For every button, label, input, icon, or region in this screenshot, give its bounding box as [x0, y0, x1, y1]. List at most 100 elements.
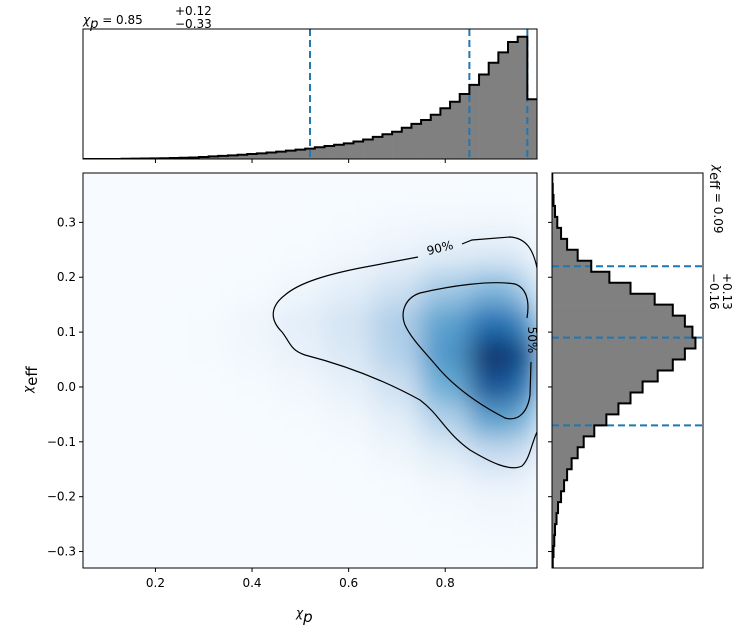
- heat-cell: [324, 271, 374, 306]
- heat-cell: [324, 370, 374, 404]
- heat-cell: [324, 205, 374, 240]
- hist-bar: [266, 152, 277, 159]
- heat-cell: [372, 403, 422, 437]
- heat-cell: [517, 502, 537, 536]
- heat-cell: [276, 304, 325, 339]
- hist-bar: [552, 216, 558, 229]
- heat-cell: [227, 173, 277, 207]
- hist-bar: [552, 238, 568, 251]
- hist-bar: [552, 381, 643, 393]
- heat-cell: [227, 403, 277, 437]
- hist-bar: [552, 370, 658, 382]
- heat-cell: [83, 535, 132, 568]
- heat-cell: [469, 337, 519, 371]
- heat-cell: [131, 436, 181, 470]
- hist-bar: [227, 155, 238, 159]
- heat-cell: [227, 535, 277, 568]
- heat-cell: [83, 337, 132, 371]
- hist-bar: [218, 155, 229, 159]
- heat-cell: [131, 173, 181, 207]
- heat-cell: [324, 337, 374, 371]
- heat-cell: [276, 469, 325, 503]
- heat-cell: [276, 205, 325, 240]
- heat-cell: [469, 271, 519, 306]
- heat-cell: [179, 238, 229, 273]
- heat-cell: [517, 469, 537, 503]
- x-tick-label: 0.2: [146, 576, 165, 590]
- hist-bar: [469, 84, 480, 159]
- heat-cell: [324, 535, 374, 568]
- heat-cell: [83, 304, 132, 339]
- heat-cell: [517, 173, 537, 207]
- hist-bar: [552, 469, 568, 481]
- top-frame: [82, 28, 538, 160]
- heat-cell: [276, 173, 325, 207]
- hist-bar: [552, 513, 557, 525]
- heat-cell: [131, 205, 181, 240]
- heat-cell: [372, 370, 422, 404]
- hist-bar: [382, 134, 393, 159]
- right-title-plus: +0.13: [720, 273, 734, 310]
- hist-bar: [552, 491, 562, 503]
- hist-bar: [295, 149, 306, 159]
- y-tick-label: −0.1: [47, 435, 76, 449]
- heat-cell: [179, 337, 229, 371]
- hist-bar: [440, 108, 451, 159]
- heat-cell: [83, 271, 132, 306]
- hist-bar: [256, 153, 267, 159]
- heat-cell: [469, 205, 519, 240]
- heat-cell: [517, 304, 537, 339]
- heat-cell: [227, 238, 277, 273]
- heatmap-cells: [83, 173, 537, 568]
- heat-cell: [83, 238, 132, 273]
- hist-bar: [552, 403, 619, 415]
- heat-cell: [227, 502, 277, 536]
- top-title-plus: +0.12: [175, 4, 212, 18]
- hist-bar: [552, 315, 685, 327]
- heat-cell: [179, 173, 229, 207]
- heat-cell: [179, 436, 229, 470]
- heat-cell: [179, 535, 229, 568]
- heat-cell: [179, 271, 229, 306]
- main-frame: [82, 172, 538, 569]
- y-tick-label: −0.3: [47, 545, 76, 559]
- heat-cell: [276, 271, 325, 306]
- heat-cell: [421, 469, 470, 503]
- hist-bar: [552, 392, 631, 404]
- hist-bar: [552, 359, 673, 371]
- hist-bar: [498, 52, 509, 159]
- right-frame: [551, 172, 704, 569]
- contour-label: 50%: [525, 327, 539, 354]
- hist-bar: [552, 425, 595, 437]
- heat-cell: [372, 337, 422, 371]
- hist-bar: [552, 414, 607, 426]
- heat-cell: [421, 337, 470, 371]
- hist-bar: [552, 348, 685, 360]
- heat-cell: [131, 271, 181, 306]
- heat-cell: [372, 469, 422, 503]
- hist-bar: [552, 282, 631, 294]
- hist-bar: [411, 123, 422, 159]
- heat-cell: [131, 370, 181, 404]
- hist-bar: [552, 436, 584, 448]
- hist-bar: [479, 74, 490, 159]
- hist-bar: [372, 136, 383, 159]
- hist-bar: [392, 131, 403, 159]
- heat-cell: [372, 502, 422, 536]
- hist-bar: [552, 337, 696, 349]
- heat-cell: [83, 173, 132, 207]
- top-title-minus: −0.33: [175, 17, 212, 31]
- hist-bar: [552, 326, 693, 338]
- hist-bar: [430, 114, 441, 159]
- heat-cell: [276, 535, 325, 568]
- hist-bar: [552, 205, 556, 218]
- heat-cell: [179, 370, 229, 404]
- hist-bar: [401, 127, 412, 159]
- heat-cell: [324, 304, 374, 339]
- heat-cell: [131, 469, 181, 503]
- heat-cell: [276, 238, 325, 273]
- heat-cell: [276, 502, 325, 536]
- heatmap: [83, 173, 537, 568]
- contours: [272, 236, 537, 469]
